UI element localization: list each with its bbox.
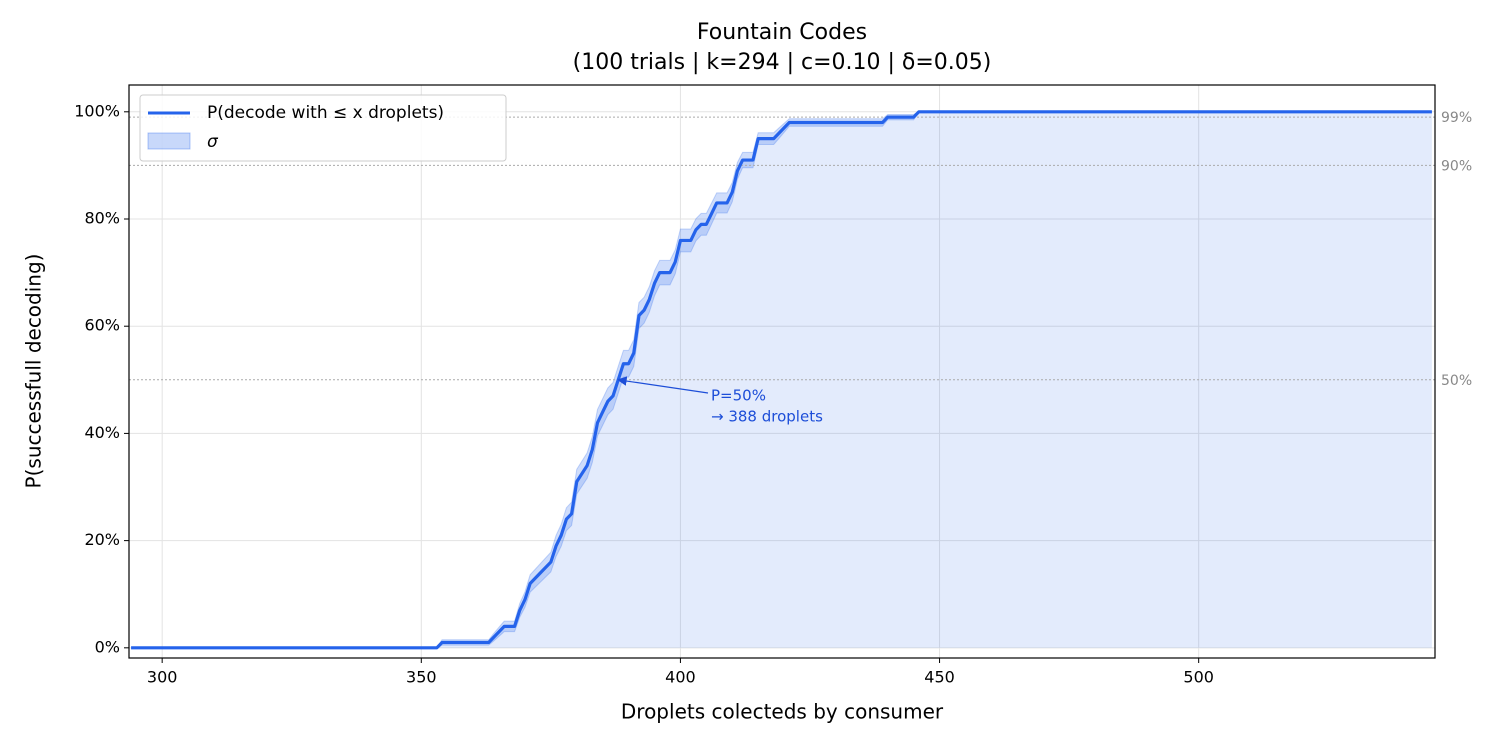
reference-label: 90% (1441, 158, 1472, 174)
annotation-text: P=50% (711, 387, 766, 405)
y-tick-label: 100% (74, 101, 120, 120)
reference-label: 99% (1441, 110, 1472, 126)
x-tick-label: 450 (924, 668, 955, 687)
x-axis-label: Droplets colecteds by consumer (621, 700, 944, 724)
data-line (131, 110, 1432, 650)
y-tick-label: 0% (95, 637, 120, 656)
x-tick-label: 350 (406, 668, 437, 687)
annotation-text: → 388 droplets (711, 408, 823, 426)
y-axis-label: P(successfull decoding) (22, 254, 46, 489)
y-tick-label: 20% (84, 530, 120, 549)
annotation-arrow (617, 376, 709, 394)
legend-label: P(decode with ≤ x droplets) (207, 103, 444, 123)
y-tick-label: 80% (84, 209, 120, 228)
x-tick-label: 400 (665, 668, 696, 687)
y-tick-label: 40% (84, 423, 120, 442)
sigma-band (131, 111, 1432, 649)
legend-box (139, 94, 507, 162)
legend-patch (147, 132, 191, 150)
chart-title: Fountain Codes (697, 20, 867, 45)
plot-frame (128, 84, 1436, 659)
y-tick-label: 60% (84, 316, 120, 335)
chart-subtitle: (100 trials | k=294 | c=0.10 | δ=0.05) (573, 50, 992, 75)
reference-label: 50% (1441, 373, 1472, 389)
x-tick-label: 500 (1183, 668, 1214, 687)
legend-label: σ (207, 132, 219, 152)
x-tick-label: 300 (147, 668, 178, 687)
